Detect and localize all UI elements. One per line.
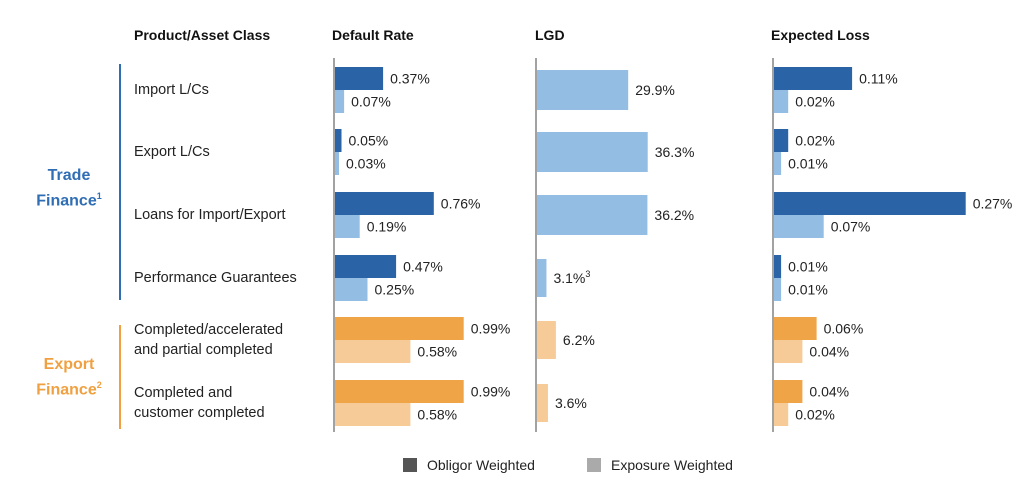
- data-label: 0.01%: [788, 282, 828, 298]
- bar: [774, 152, 782, 175]
- legend-obligor-label: Obligor Weighted: [427, 457, 535, 473]
- category-label-line: Completed/accelerated: [134, 322, 284, 338]
- bar: [774, 255, 782, 278]
- data-label: 0.02%: [795, 407, 835, 423]
- bar: [335, 129, 342, 152]
- header-product-asset-class: Product/Asset Class: [134, 27, 271, 43]
- category-label-line: Completed and: [134, 385, 233, 401]
- data-label: 0.07%: [351, 94, 391, 110]
- data-label: 0.99%: [471, 384, 511, 400]
- category-label: Export L/Cs: [134, 142, 210, 162]
- bar: [335, 192, 434, 215]
- bar: [335, 152, 339, 175]
- bar: [335, 67, 384, 90]
- bar: [537, 259, 547, 297]
- legend-obligor: Obligor Weighted: [403, 457, 535, 473]
- export-finance-label: Export Finance2: [24, 355, 114, 400]
- data-label: 0.01%: [788, 259, 828, 275]
- data-label: 3.6%: [555, 395, 587, 411]
- header-expected-loss: Expected Loss: [771, 27, 870, 43]
- bar: [537, 132, 648, 172]
- data-label: 0.19%: [367, 219, 407, 235]
- category-label-line: customer completed: [134, 405, 265, 421]
- bar: [774, 192, 966, 215]
- bar: [774, 317, 817, 340]
- data-label: 0.03%: [346, 156, 386, 172]
- data-label: 0.05%: [349, 133, 389, 149]
- data-label: 0.11%: [859, 71, 898, 87]
- legend-obligor-swatch: [403, 458, 417, 472]
- category-label: Completed and customer completed: [134, 383, 265, 423]
- category-label: Performance Guarantees: [134, 268, 297, 288]
- bar: [335, 255, 397, 278]
- data-label: 0.27%: [973, 196, 1013, 212]
- bar: [774, 340, 803, 363]
- data-label: 29.9%: [635, 82, 675, 98]
- data-label: 6.2%: [563, 332, 595, 348]
- data-label: 0.02%: [795, 133, 835, 149]
- bar: [335, 380, 464, 403]
- category-label-line: Import L/Cs: [134, 82, 209, 98]
- bar: [335, 278, 368, 301]
- category-label: Loans for Import/Export: [134, 205, 286, 225]
- category-label: Completed/accelerated and partial complet…: [134, 320, 283, 360]
- export-finance-footnote: 2: [96, 380, 102, 390]
- category-label-line: Export L/Cs: [134, 144, 210, 160]
- bar: [335, 215, 360, 238]
- data-label: 0.76%: [441, 196, 481, 212]
- bar: [537, 384, 548, 422]
- trade-finance-label-line2: Finance: [36, 192, 97, 210]
- legend-exposure-label: Exposure Weighted: [611, 457, 733, 473]
- data-label: 0.02%: [795, 94, 835, 110]
- data-label: 0.58%: [417, 407, 457, 423]
- data-label-footnote: 3: [585, 269, 590, 279]
- data-label: 36.2%: [654, 207, 694, 223]
- data-label: 0.47%: [403, 259, 443, 275]
- data-label: 0.04%: [809, 384, 849, 400]
- bar: [774, 278, 782, 301]
- bar: [335, 317, 464, 340]
- data-label: 36.3%: [655, 144, 695, 160]
- export-finance-label-line1: Export: [43, 356, 95, 373]
- header-lgd: LGD: [535, 27, 565, 43]
- bar: [774, 90, 789, 113]
- bar: [335, 90, 345, 113]
- bar: [537, 321, 556, 359]
- data-label: 0.07%: [831, 219, 871, 235]
- category-label-line: Performance Guarantees: [134, 270, 297, 286]
- trade-finance-bracket: [119, 64, 121, 300]
- bar: [774, 67, 853, 90]
- bar: [335, 403, 411, 426]
- data-label: 0.99%: [471, 321, 511, 337]
- data-label: 0.06%: [824, 321, 864, 337]
- data-label: 0.58%: [417, 344, 457, 360]
- legend-exposure: Exposure Weighted: [587, 457, 733, 473]
- data-label: 0.04%: [809, 344, 849, 360]
- category-label: Import L/Cs: [134, 80, 209, 100]
- bar: [774, 215, 824, 238]
- bar: [774, 129, 789, 152]
- category-label-line: and partial completed: [134, 342, 273, 358]
- bar: [537, 70, 629, 110]
- bar: [774, 380, 803, 403]
- trade-finance-label-line1: Trade: [47, 167, 91, 184]
- header-default-rate: Default Rate: [332, 27, 414, 43]
- trade-finance-label: Trade Finance1: [24, 166, 114, 211]
- bar: [537, 195, 648, 235]
- export-finance-label-line2: Finance: [36, 381, 97, 399]
- export-finance-bracket: [119, 325, 121, 429]
- trade-finance-footnote: 1: [96, 191, 102, 201]
- data-label: 0.37%: [390, 71, 430, 87]
- data-label: 3.1%3: [553, 269, 590, 286]
- bar: [335, 340, 411, 363]
- data-label: 0.25%: [375, 282, 415, 298]
- data-label: 0.01%: [788, 156, 828, 172]
- bar: [774, 403, 789, 426]
- category-label-line: Loans for Import/Export: [134, 207, 286, 223]
- legend-exposure-swatch: [587, 458, 601, 472]
